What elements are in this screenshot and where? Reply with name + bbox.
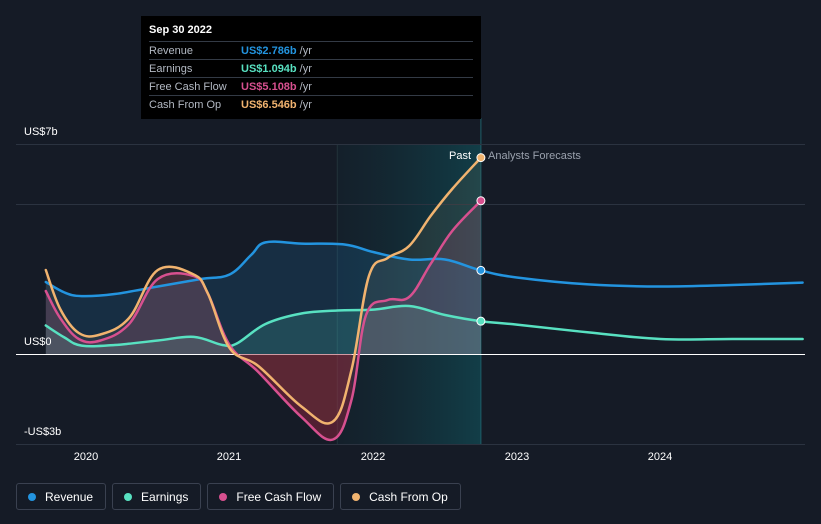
x-tick-label-2023: 2023 — [504, 451, 530, 463]
tooltip-row-free-cash-flow: Free Cash Flow US$5.108b /yr — [149, 77, 473, 95]
legend-dot-icon — [124, 492, 133, 501]
series-marker-free-cash-flow — [476, 196, 486, 206]
x-tick-label-2022: 2022 — [360, 451, 386, 463]
legend-item-revenue[interactable]: Revenue — [16, 483, 107, 510]
legend-dot-icon — [219, 492, 228, 501]
x-tick-label-2024: 2024 — [647, 451, 673, 463]
tooltip-row-label: Free Cash Flow — [149, 80, 227, 93]
series-marker-earnings — [476, 316, 486, 326]
tooltip-row-label: Revenue — [149, 44, 194, 57]
legend-item-free-cash-flow[interactable]: Free Cash Flow — [207, 483, 335, 510]
series-line-cash-from-op — [44, 156, 483, 425]
tooltip-row-unit: /yr — [299, 80, 312, 93]
tooltip-row-label: Cash From Op — [149, 98, 222, 111]
y-tick-label-zero: US$0 — [24, 336, 52, 348]
series-marker-revenue — [476, 265, 486, 275]
forecast-label: Analysts Forecasts — [488, 150, 581, 162]
tooltip-row-value: US$2.786b — [241, 44, 297, 57]
tooltip-row-earnings: Earnings US$1.094b /yr — [149, 59, 473, 77]
legend-label: Earnings — [141, 489, 189, 504]
tooltip-row-value: US$1.094b — [241, 62, 297, 75]
x-tick-label-2021: 2021 — [216, 451, 242, 463]
tooltip: Sep 30 2022 Revenue US$2.786b /yr Earnin… — [141, 16, 481, 119]
tooltip-row-unit: /yr — [299, 62, 312, 75]
legend-label: Free Cash Flow — [236, 489, 322, 504]
past-label: Past — [449, 150, 472, 162]
series-marker-cash-from-op — [476, 153, 486, 163]
legend: Revenue Earnings Free Cash Flow Cash Fro… — [16, 483, 461, 510]
tooltip-row-unit: /yr — [299, 98, 312, 111]
legend-label: Cash From Op — [369, 489, 448, 504]
y-tick-label-bottom: -US$3b — [24, 426, 62, 438]
legend-dot-icon — [28, 492, 36, 501]
tooltip-row-cash-from-op: Cash From Op US$6.546b /yr — [149, 95, 473, 113]
legend-item-cash-from-op[interactable]: Cash From Op — [340, 483, 461, 510]
tooltip-date: Sep 30 2022 — [149, 24, 212, 36]
series-line-earnings — [44, 304, 804, 348]
recent-period-band — [337, 144, 481, 444]
x-tick-label-2020: 2020 — [73, 451, 99, 463]
tooltip-row-label: Earnings — [149, 62, 193, 75]
tooltip-row-revenue: Revenue US$2.786b /yr — [149, 41, 473, 59]
series-line-free-cash-flow — [44, 199, 483, 442]
tooltip-row-value: US$5.108b — [241, 80, 297, 93]
series-line-revenue — [44, 240, 804, 298]
legend-dot-icon — [352, 492, 361, 501]
legend-item-earnings[interactable]: Earnings — [112, 483, 202, 510]
y-tick-label-top: US$7b — [24, 126, 58, 138]
tooltip-row-value: US$6.546b — [241, 98, 297, 111]
tooltip-row-unit: /yr — [299, 44, 312, 57]
legend-label: Revenue — [45, 489, 94, 504]
